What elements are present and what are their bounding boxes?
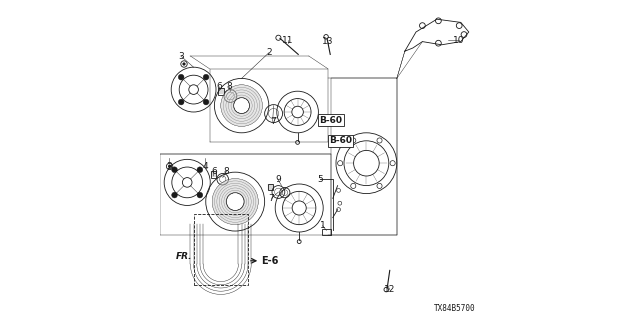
Text: E-6: E-6 bbox=[262, 256, 279, 266]
Text: 5: 5 bbox=[318, 175, 323, 184]
Text: 13: 13 bbox=[323, 37, 333, 46]
Text: 10: 10 bbox=[454, 36, 465, 44]
Circle shape bbox=[179, 99, 184, 105]
Text: 1: 1 bbox=[320, 221, 325, 230]
Text: 4: 4 bbox=[203, 162, 208, 171]
Circle shape bbox=[179, 74, 184, 80]
Text: 8: 8 bbox=[227, 82, 232, 91]
Text: 7: 7 bbox=[270, 117, 275, 126]
Circle shape bbox=[203, 74, 209, 80]
Text: TX84B5700: TX84B5700 bbox=[433, 304, 475, 313]
Bar bbox=[322, 229, 331, 235]
Circle shape bbox=[172, 192, 177, 198]
Wedge shape bbox=[221, 85, 262, 126]
Text: FR.: FR. bbox=[175, 252, 192, 261]
Text: B-60: B-60 bbox=[329, 136, 352, 145]
Text: 3: 3 bbox=[166, 162, 172, 171]
Text: 6: 6 bbox=[216, 82, 221, 91]
Text: 2: 2 bbox=[266, 48, 271, 57]
Bar bbox=[268, 184, 273, 190]
Circle shape bbox=[168, 165, 172, 168]
Text: 6: 6 bbox=[211, 167, 216, 176]
Text: 11: 11 bbox=[282, 36, 294, 44]
Circle shape bbox=[172, 167, 177, 172]
Bar bbox=[218, 88, 224, 95]
Circle shape bbox=[203, 99, 209, 105]
Text: B-60: B-60 bbox=[319, 116, 342, 124]
Circle shape bbox=[182, 62, 186, 66]
Text: 12: 12 bbox=[384, 285, 396, 294]
Text: 8: 8 bbox=[224, 167, 229, 176]
Bar bbox=[193, 214, 248, 285]
Circle shape bbox=[197, 167, 203, 172]
Wedge shape bbox=[212, 179, 259, 225]
Bar bbox=[211, 171, 216, 178]
Text: 7: 7 bbox=[269, 194, 274, 203]
Text: 9: 9 bbox=[275, 175, 280, 184]
Text: 3: 3 bbox=[178, 52, 184, 60]
Circle shape bbox=[197, 192, 203, 198]
